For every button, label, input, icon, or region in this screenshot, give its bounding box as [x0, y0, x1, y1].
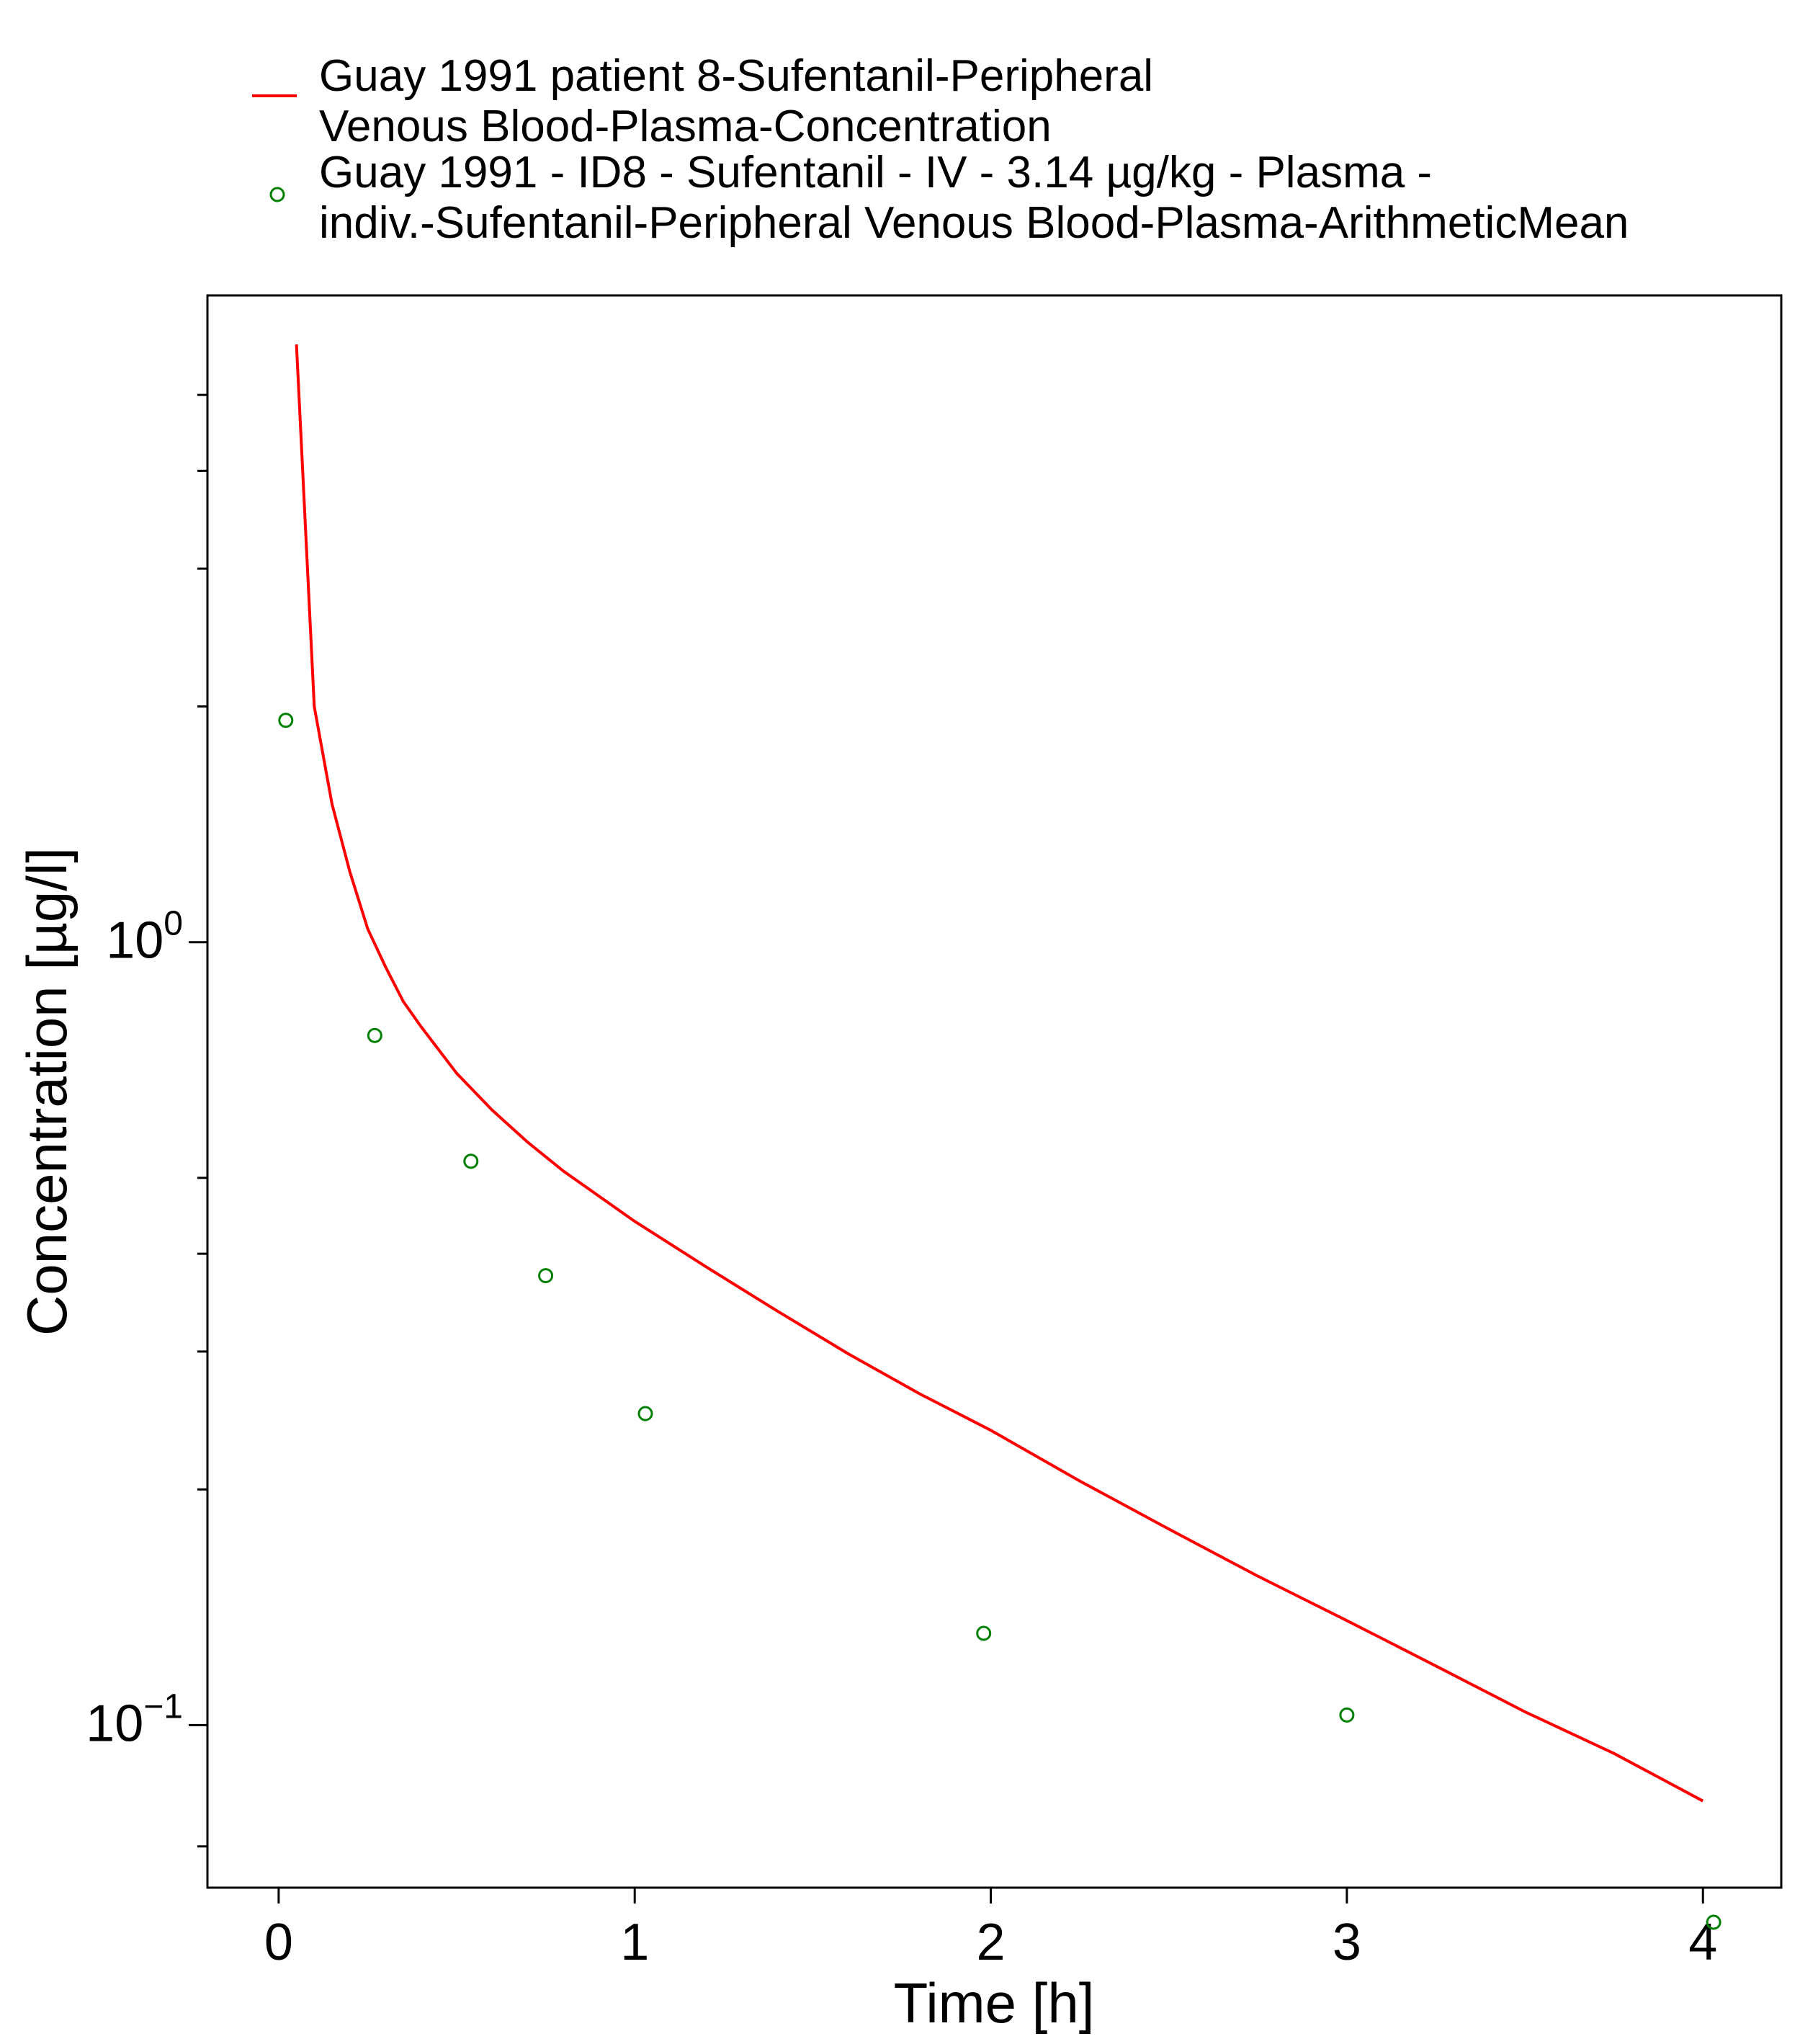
y-axis-title: Concentration [µg/l] — [15, 847, 79, 1336]
legend-entry-line-2a: Guay 1991 - ID8 - Sufentanil - IV - 3.14… — [319, 148, 1432, 197]
data-point-observed — [976, 1625, 992, 1641]
series-layer — [278, 344, 1721, 1930]
x-tick-label: 2 — [977, 1914, 1006, 1971]
data-point-observed — [1339, 1707, 1355, 1723]
data-point-observed — [1706, 1914, 1721, 1930]
y-tick-label: 100 — [106, 905, 183, 970]
legend-entry-line-2b: indiv.-Sufentanil-Peripheral Venous Bloo… — [319, 198, 1629, 248]
y-axis: 100 10−1 — [86, 393, 207, 1848]
y-tick-label: 10−1 — [86, 1687, 183, 1752]
x-tick-label: 4 — [1688, 1914, 1717, 1971]
x-tick-label: 0 — [264, 1914, 293, 1971]
data-point-observed — [637, 1406, 653, 1422]
legend-entry-line-1b: Venous Blood-Plasma-Concentration — [319, 102, 1052, 151]
series-line-simulation — [295, 344, 1704, 1803]
legend-swatch-marker — [269, 187, 285, 202]
data-point-observed — [463, 1153, 479, 1169]
data-point-observed — [278, 713, 294, 728]
x-tick-label: 3 — [1333, 1914, 1361, 1971]
x-tick-label: 1 — [620, 1914, 649, 1971]
legend-entry-line-1a: Guay 1991 patient 8-Sufentanil-Periphera… — [319, 51, 1153, 101]
x-axis: 0 1 2 3 4 — [264, 1888, 1717, 1971]
data-point-observed — [538, 1268, 554, 1284]
plot-frame — [206, 294, 1783, 1889]
x-axis-title: Time [h] — [894, 1971, 1095, 2035]
data-point-observed — [367, 1027, 382, 1043]
legend: Guay 1991 patient 8-Sufentanil-Periphera… — [252, 51, 1629, 248]
